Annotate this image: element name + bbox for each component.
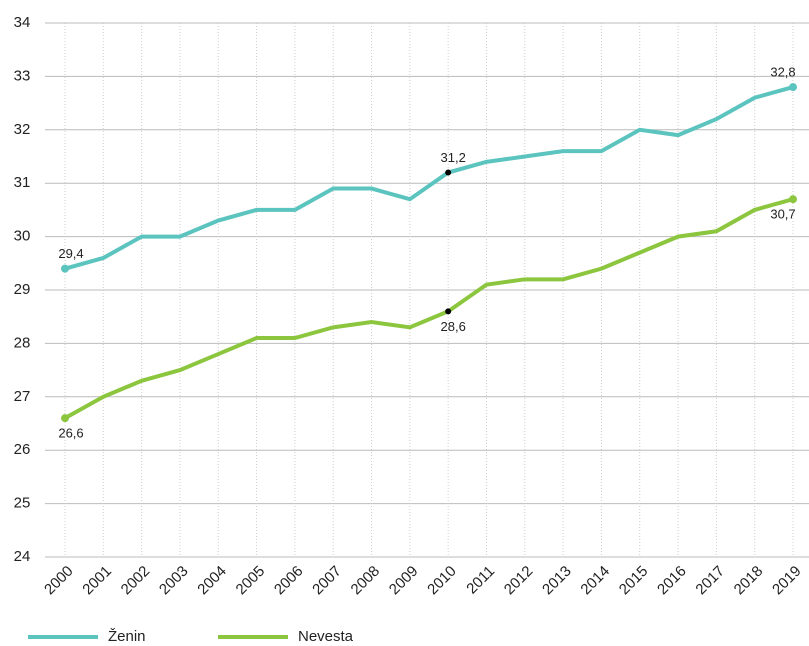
y-tick-label: 32 [14, 121, 31, 138]
y-tick-label: 34 [14, 14, 31, 31]
y-tick-label: 30 [14, 228, 31, 245]
y-tick-label: 27 [14, 388, 31, 405]
x-tick-label: 2011 [463, 563, 498, 598]
y-tick-label: 28 [14, 334, 31, 351]
y-tick-label: 29 [14, 281, 31, 298]
y-tick-label: 25 [14, 495, 31, 512]
value-label: 26,6 [58, 426, 83, 441]
y-tick-label: 31 [14, 174, 31, 191]
y-tick-label: 24 [14, 548, 31, 565]
point [789, 83, 797, 92]
x-tick-label: 2006 [271, 563, 307, 599]
x-tick-label: 2010 [424, 563, 460, 599]
x-tick-label: 2017 [692, 563, 728, 599]
point [445, 169, 452, 176]
point [61, 264, 69, 273]
x-tick-label: 2012 [501, 563, 537, 599]
x-tick-label: 2015 [616, 563, 652, 599]
y-tick-label: 33 [14, 67, 31, 84]
value-label: 28,6 [441, 319, 466, 334]
x-tick-label: 2007 [309, 563, 345, 599]
x-tick-label: 2009 [386, 563, 422, 599]
x-tick-label: 2002 [118, 563, 154, 599]
series-line [64, 197, 794, 420]
legend-label: Ženin [108, 628, 146, 645]
x-tick-label: 2008 [348, 563, 384, 599]
value-label: 31,2 [441, 150, 466, 165]
x-tick-label: 2019 [769, 563, 805, 599]
x-tick-label: 2016 [654, 563, 690, 599]
y-tick-label: 26 [14, 441, 31, 458]
x-tick-label: 2005 [233, 563, 269, 599]
x-tick-label: 2018 [731, 563, 767, 599]
value-label: 29,4 [58, 246, 83, 261]
point [445, 308, 452, 315]
point [789, 195, 797, 204]
value-label: 30,7 [770, 207, 795, 222]
x-tick-label: 2013 [539, 563, 575, 599]
x-tick-label: 2000 [41, 563, 77, 599]
point [61, 414, 69, 423]
series-line [64, 85, 794, 271]
value-label: 32,8 [770, 65, 795, 80]
x-tick-label: 2004 [194, 563, 230, 599]
x-tick-label: 2014 [577, 563, 613, 599]
x-tick-label: 2001 [79, 563, 115, 599]
legend-label: Nevesta [298, 628, 354, 645]
x-tick-label: 2003 [156, 563, 192, 599]
